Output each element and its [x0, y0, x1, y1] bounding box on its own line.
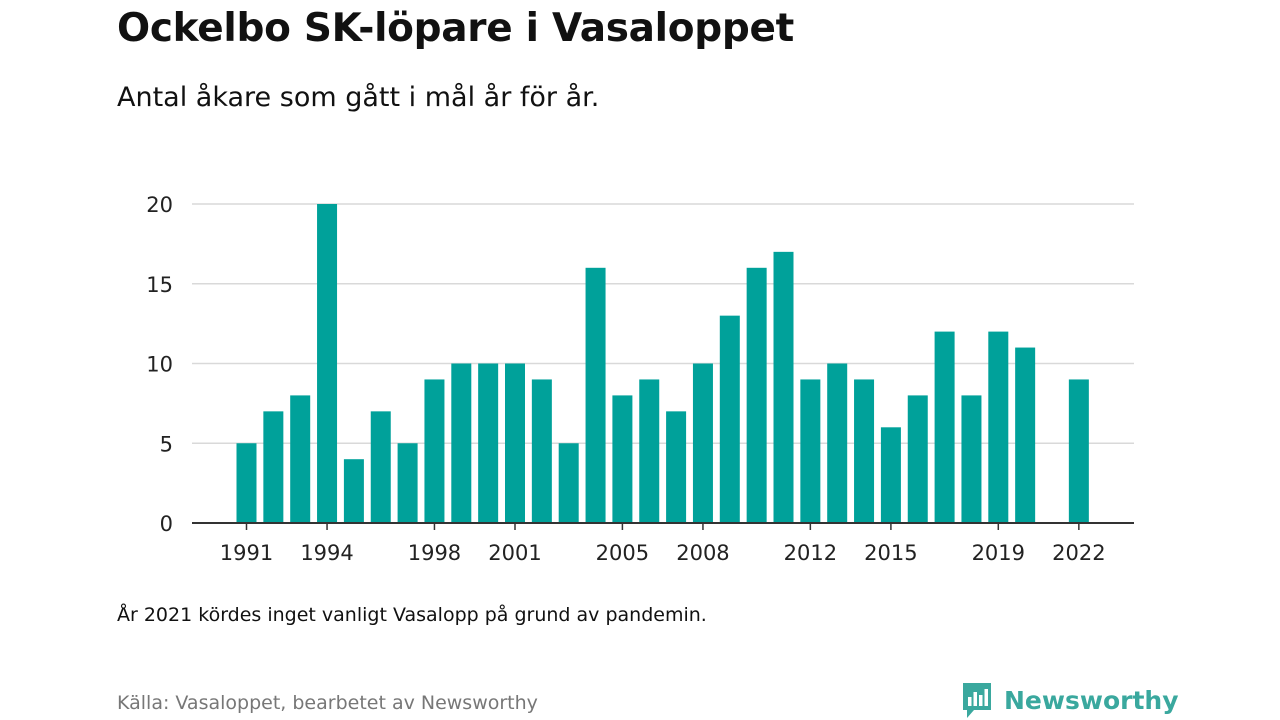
bar-1998 — [424, 379, 445, 523]
chart-subtitle: Antal åkare som gått i mål år för år. — [117, 82, 600, 113]
bar-2014 — [854, 379, 875, 523]
x-tick-label: 1994 — [300, 541, 353, 565]
bar-2005 — [612, 395, 633, 523]
x-tick-label: 2005 — [596, 541, 649, 565]
bar-2020 — [1015, 347, 1036, 523]
bar-2017 — [934, 331, 955, 523]
x-tick-label: 2019 — [972, 541, 1025, 565]
x-tick-label: 2001 — [488, 541, 541, 565]
x-tick-label: 2008 — [676, 541, 729, 565]
bar-1997 — [397, 443, 418, 523]
y-tick-label: 10 — [146, 353, 173, 377]
bar-1992 — [263, 411, 284, 523]
bar-2015 — [880, 427, 901, 523]
newsworthy-logo-icon — [963, 683, 991, 718]
y-tick-label: 5 — [160, 432, 173, 456]
bar-1993 — [290, 395, 311, 523]
x-tick-label: 2012 — [784, 541, 837, 565]
y-tick-label: 0 — [160, 512, 173, 536]
y-tick-label: 15 — [146, 273, 173, 297]
bar-1991 — [236, 443, 257, 523]
bar-2019 — [988, 331, 1009, 523]
x-tick-label: 2015 — [864, 541, 917, 565]
brand-logo: Newsworthy — [960, 680, 1179, 720]
bar-2018 — [961, 395, 982, 523]
x-tick-label: 1991 — [220, 541, 273, 565]
source-credit: Källa: Vasaloppet, bearbetet av Newswort… — [117, 692, 538, 714]
bar-1995 — [343, 459, 364, 523]
x-tick-label: 2022 — [1052, 541, 1105, 565]
bar-2011 — [773, 251, 794, 523]
bar-2004 — [585, 267, 606, 523]
chart-title: Ockelbo SK-löpare i Vasaloppet — [117, 6, 794, 51]
bar-2001 — [505, 363, 525, 523]
y-tick-label: 20 — [146, 193, 173, 217]
x-tick-label: 1998 — [408, 541, 461, 565]
bar-2010 — [746, 267, 767, 523]
brand-name: Newsworthy — [1004, 685, 1179, 715]
chart-note: År 2021 kördes inget vanligt Vasalopp på… — [117, 604, 707, 626]
bar-2009 — [719, 315, 740, 523]
bar-1994 — [317, 204, 338, 523]
bar-2002 — [531, 379, 552, 523]
bar-2007 — [666, 411, 687, 523]
bar-1999 — [451, 363, 472, 523]
bar-2008 — [692, 363, 713, 523]
bar-2016 — [907, 395, 928, 523]
bar-2000 — [478, 363, 499, 523]
bar-2013 — [827, 363, 848, 523]
bar-2022 — [1068, 379, 1089, 523]
bar-2003 — [558, 443, 579, 523]
bar-2006 — [639, 379, 660, 523]
bar-2012 — [800, 379, 821, 523]
bar-1996 — [370, 411, 391, 523]
